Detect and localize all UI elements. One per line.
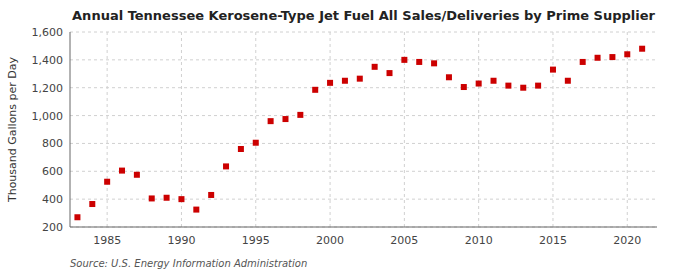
data-point	[149, 195, 155, 201]
tick-label: 1,400	[32, 54, 64, 67]
grid-line	[70, 143, 657, 144]
grid-line	[70, 115, 657, 116]
data-point	[178, 196, 184, 202]
tick-label: 1,600	[32, 26, 64, 39]
data-point	[387, 70, 393, 76]
grid-line	[330, 32, 331, 227]
data-point	[580, 59, 586, 65]
data-point	[624, 51, 630, 57]
tick-label: 1995	[242, 234, 270, 247]
data-point	[134, 172, 140, 178]
annotation: Source: U.S. Energy Information Administ…	[70, 258, 307, 269]
grid-line	[627, 32, 628, 227]
data-point	[327, 80, 333, 86]
title: Annual Tennessee Kerosene-Type Jet Fuel …	[72, 8, 655, 23]
tick-label: 2015	[539, 234, 567, 247]
tick-label: 600	[42, 165, 63, 178]
data-points	[74, 46, 645, 221]
tick-label: 1990	[167, 234, 195, 247]
tick-label: 2000	[316, 234, 344, 247]
tick-label: 2005	[390, 234, 418, 247]
data-point	[476, 81, 482, 87]
data-point	[208, 192, 214, 198]
tick-label: 200	[42, 221, 63, 234]
chart: Annual Tennessee Kerosene-Type Jet Fuel …	[0, 0, 675, 275]
data-point	[461, 84, 467, 90]
data-point	[164, 195, 170, 201]
data-point	[297, 112, 303, 118]
data-point	[268, 118, 274, 124]
y-axis-line	[70, 32, 71, 227]
data-point	[431, 60, 437, 66]
grid-line	[70, 59, 657, 60]
data-point	[535, 83, 541, 89]
tick-label: 800	[42, 137, 63, 150]
data-point	[193, 207, 199, 213]
tick-label: 1,200	[32, 82, 64, 95]
data-point	[89, 201, 95, 207]
data-point	[416, 59, 422, 65]
grid-line	[255, 32, 256, 227]
grid-line	[478, 32, 479, 227]
data-point	[565, 78, 571, 84]
grid-line	[70, 87, 657, 88]
data-point	[223, 163, 229, 169]
data-point	[446, 74, 452, 80]
axes: 200 400 600 800 1,000 1,200 1,400 1,600 1985 1990…	[32, 26, 658, 247]
data-point	[104, 179, 110, 185]
data-point	[595, 55, 601, 61]
tick-label: 1,000	[32, 110, 64, 123]
tick-label: 2010	[465, 234, 493, 247]
data-point	[74, 214, 80, 220]
data-point	[491, 78, 497, 84]
grid-line	[70, 171, 657, 172]
data-point	[238, 146, 244, 152]
data-point	[342, 78, 348, 84]
grid-line	[70, 227, 657, 228]
data-point	[119, 168, 125, 174]
grid-line	[552, 32, 553, 227]
grid-line	[107, 32, 108, 227]
data-point	[253, 140, 259, 146]
data-point	[505, 83, 511, 89]
data-point	[550, 67, 556, 73]
x-axis-line	[70, 227, 657, 228]
data-point	[357, 76, 363, 82]
tick-label: 1985	[93, 234, 121, 247]
y-axis-label: Thousand Gallons per Day	[6, 56, 19, 203]
tick-label: 400	[42, 193, 63, 206]
data-point	[609, 54, 615, 60]
data-point	[312, 87, 318, 93]
data-point	[520, 85, 526, 91]
data-point	[372, 64, 378, 70]
grid-line	[70, 32, 657, 33]
tick-label: 2020	[613, 234, 641, 247]
grid-line	[70, 199, 657, 200]
data-point	[401, 57, 407, 63]
data-point	[282, 116, 288, 122]
grid	[70, 32, 657, 227]
data-point	[639, 46, 645, 52]
